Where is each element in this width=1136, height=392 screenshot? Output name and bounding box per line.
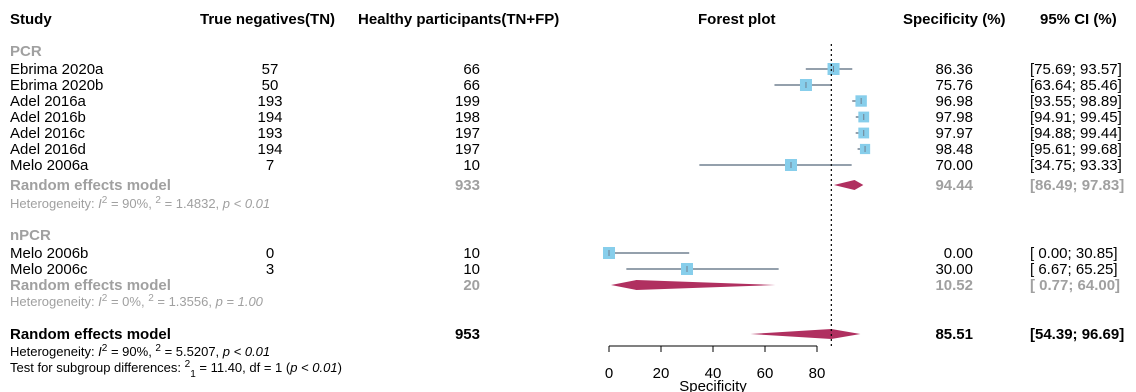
study-name: Adel 2016c [10, 125, 86, 142]
specificity-value: 86.36 [935, 61, 973, 78]
pooled-healthy-participants: 20 [463, 277, 480, 294]
pooled-healthy-participants: 933 [455, 177, 480, 194]
x-tick-label: 20 [653, 365, 670, 382]
subgroup-test: Test for subgroup differences: 21 = 11.4… [10, 359, 342, 380]
pooled-diamond-overall [750, 329, 861, 339]
study-name: Adel 2016d [10, 141, 86, 158]
ci-value: [75.69; 93.57] [1030, 61, 1122, 78]
ci-value: [93.55; 98.89] [1030, 93, 1122, 110]
pooled-ci: [54.39; 96.69] [1030, 326, 1124, 343]
study-name: Melo 2006c [10, 261, 88, 278]
heterogeneity-npcr: Heterogeneity: I2 = 0%, 2 = 1.3556, p = … [10, 293, 264, 309]
pooled-diamond-npcr [611, 280, 776, 290]
specificity-value: 97.98 [935, 109, 973, 126]
ci-value: [94.88; 99.44] [1030, 125, 1122, 142]
study-name: Adel 2016a [10, 93, 87, 110]
healthy-participants-value: 10 [463, 157, 480, 174]
x-tick-label: 40 [705, 365, 722, 382]
header-true-negatives: True negatives(TN) [200, 11, 335, 28]
healthy-participants-value: 197 [455, 141, 480, 158]
study-name: Melo 2006b [10, 245, 88, 262]
healthy-participants-value: 199 [455, 93, 480, 110]
subgroup-title-npcr: nPCR [10, 227, 51, 244]
x-axis-label: Specificity [679, 378, 747, 392]
true-negatives-value: 193 [257, 125, 282, 142]
pooled-label: Random effects model [10, 177, 171, 194]
true-negatives-value: 3 [266, 261, 274, 278]
header-forest-plot: Forest plot [698, 11, 776, 28]
header-healthy-participants: Healthy participants(TN+FP) [358, 11, 559, 28]
pooled-ci: [ 0.77; 64.00] [1030, 277, 1120, 294]
pooled-specificity: 10.52 [935, 277, 973, 294]
ci-value: [ 0.00; 30.85] [1030, 245, 1118, 262]
subgroup-title-pcr: PCR [10, 43, 42, 60]
header-ci: 95% CI (%) [1040, 11, 1117, 28]
true-negatives-value: 57 [262, 61, 279, 78]
header-study: Study [10, 11, 52, 28]
specificity-value: 70.00 [935, 157, 973, 174]
pooled-specificity: 85.51 [935, 326, 973, 343]
true-negatives-value: 193 [257, 93, 282, 110]
specificity-value: 75.76 [935, 77, 973, 94]
study-name: Melo 2006a [10, 157, 89, 174]
healthy-participants-value: 10 [463, 245, 480, 262]
healthy-participants-value: 198 [455, 109, 480, 126]
ci-value: [ 6.67; 65.25] [1030, 261, 1118, 278]
pooled-label: Random effects model [10, 326, 171, 343]
study-name: Adel 2016b [10, 109, 86, 126]
x-tick-label: 60 [757, 365, 774, 382]
healthy-participants-value: 10 [463, 261, 480, 278]
heterogeneity-pcr: Heterogeneity: I2 = 90%, 2 = 1.4832, p <… [10, 195, 270, 211]
ci-value: [94.91; 99.45] [1030, 109, 1122, 126]
pooled-healthy-participants: 953 [455, 326, 480, 343]
true-negatives-value: 50 [262, 77, 279, 94]
pooled-ci: [86.49; 97.83] [1030, 177, 1124, 194]
pooled-diamond-pcr [833, 180, 864, 190]
healthy-participants-value: 66 [463, 61, 480, 78]
study-name: Ebrima 2020b [10, 77, 103, 94]
specificity-value: 98.48 [935, 141, 973, 158]
header-specificity: Specificity (%) [903, 11, 1006, 28]
ci-value: [95.61; 99.68] [1030, 141, 1122, 158]
pooled-label: Random effects model [10, 277, 171, 294]
specificity-value: 0.00 [944, 245, 973, 262]
healthy-participants-value: 66 [463, 77, 480, 94]
x-tick-label: 0 [605, 365, 613, 382]
true-negatives-value: 7 [266, 157, 274, 174]
heterogeneity-overall: Heterogeneity: I2 = 90%, 2 = 5.5207, p <… [10, 343, 270, 359]
specificity-value: 96.98 [935, 93, 973, 110]
x-tick-label: 80 [809, 365, 826, 382]
specificity-value: 30.00 [935, 261, 973, 278]
ci-value: [34.75; 93.33] [1030, 157, 1122, 174]
forest-plot-area: 0 20 40 60 80 Specificity [603, 44, 871, 392]
specificity-value: 97.97 [935, 125, 973, 142]
ci-value: [63.64; 85.46] [1030, 77, 1122, 94]
healthy-participants-value: 197 [455, 125, 480, 142]
true-negatives-value: 0 [266, 245, 274, 262]
study-name: Ebrima 2020a [10, 61, 104, 78]
true-negatives-value: 194 [257, 109, 282, 126]
true-negatives-value: 194 [257, 141, 282, 158]
pooled-specificity: 94.44 [935, 177, 973, 194]
